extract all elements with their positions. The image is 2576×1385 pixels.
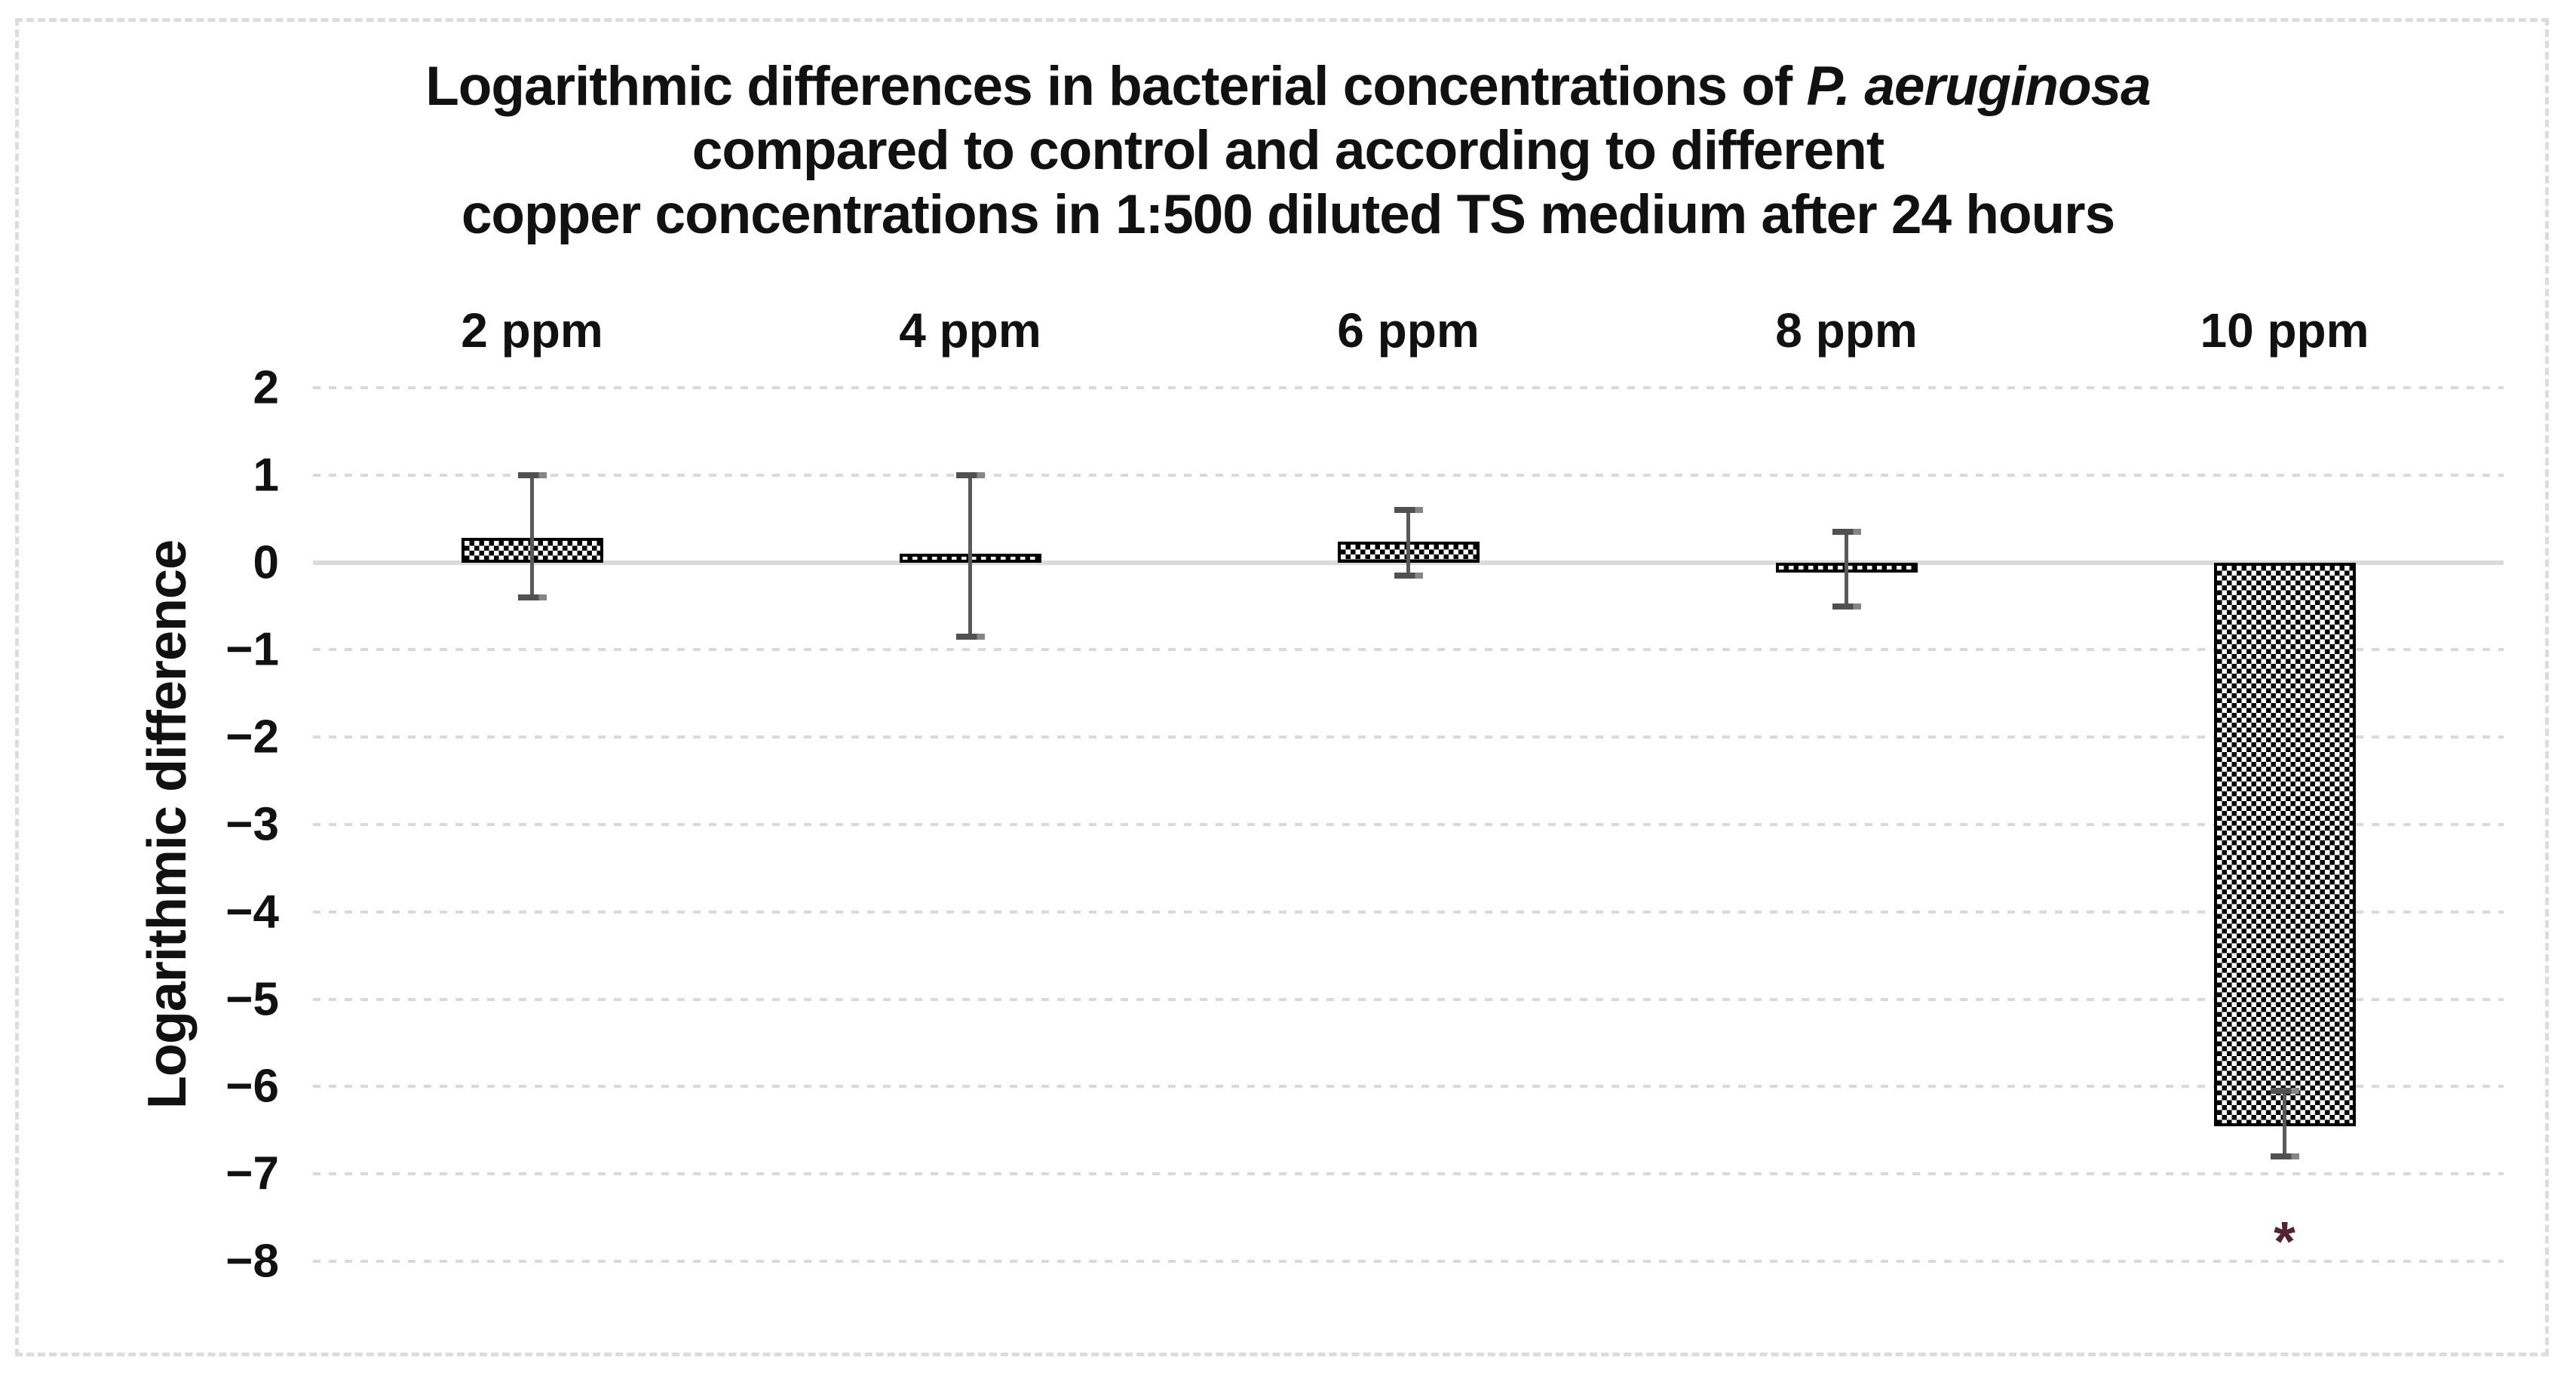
y-tick-label: −2 bbox=[225, 711, 279, 763]
significance-asterisk: * bbox=[2274, 1209, 2295, 1273]
chart-title-line2: compared to control and according to dif… bbox=[692, 120, 1884, 181]
y-tick-label: 0 bbox=[253, 536, 279, 589]
error-bar-bottom-cap-4-ppm bbox=[955, 634, 985, 640]
gridline bbox=[313, 1260, 2504, 1263]
gridline bbox=[313, 910, 2504, 914]
gridline bbox=[313, 473, 2504, 477]
gridline bbox=[313, 648, 2504, 652]
category-label-10-ppm: 10 ppm bbox=[2200, 303, 2369, 358]
category-label-6-ppm: 6 ppm bbox=[1337, 303, 1480, 358]
error-bar-bottom-cap-6-ppm bbox=[1394, 572, 1423, 579]
error-bar-2-ppm bbox=[530, 474, 534, 597]
gridline bbox=[313, 997, 2504, 1001]
chart-title-species-italic: P. aeruginosa bbox=[1806, 56, 2151, 117]
y-tick-label: −4 bbox=[225, 886, 279, 938]
category-label-2-ppm: 2 ppm bbox=[461, 303, 603, 358]
y-tick-label: −7 bbox=[225, 1147, 279, 1200]
chart-title-line3: copper concentrations in 1:500 diluted T… bbox=[461, 184, 2115, 245]
gridline bbox=[313, 386, 2504, 389]
bar-10-ppm bbox=[2213, 562, 2356, 1126]
y-tick-label: −1 bbox=[225, 623, 279, 676]
category-label-4-ppm: 4 ppm bbox=[899, 303, 1041, 358]
error-bar-6-ppm bbox=[1406, 510, 1410, 576]
chart-title-line1: Logarithmic differences in bacterial con… bbox=[425, 56, 2151, 117]
gridline bbox=[313, 735, 2504, 739]
chart-title: Logarithmic differences in bacterial con… bbox=[0, 54, 2576, 247]
error-bar-top-cap-4-ppm bbox=[955, 471, 985, 478]
figure-border bbox=[15, 18, 2549, 1356]
error-bar-4-ppm bbox=[968, 474, 972, 637]
y-tick-label: 2 bbox=[253, 361, 279, 414]
y-tick-label: −3 bbox=[225, 798, 279, 851]
error-bar-bottom-cap-10-ppm bbox=[2270, 1153, 2299, 1160]
y-tick-label: −8 bbox=[225, 1235, 279, 1288]
y-tick-label: −6 bbox=[225, 1060, 279, 1113]
error-bar-8-ppm bbox=[1845, 532, 1848, 607]
error-bar-top-cap-8-ppm bbox=[1832, 529, 1861, 536]
error-bar-bottom-cap-8-ppm bbox=[1832, 603, 1861, 610]
gridline bbox=[313, 823, 2504, 826]
error-bar-top-cap-6-ppm bbox=[1394, 507, 1423, 514]
y-tick-label: 1 bbox=[253, 449, 279, 502]
gridline bbox=[313, 1085, 2504, 1089]
gridline bbox=[313, 1172, 2504, 1176]
error-bar-top-cap-10-ppm bbox=[2270, 1088, 2299, 1095]
y-tick-label: −5 bbox=[225, 973, 279, 1026]
error-bar-bottom-cap-2-ppm bbox=[517, 594, 547, 600]
error-bar-10-ppm bbox=[2283, 1091, 2286, 1157]
error-bar-top-cap-2-ppm bbox=[517, 471, 547, 478]
category-label-8-ppm: 8 ppm bbox=[1775, 303, 1918, 358]
